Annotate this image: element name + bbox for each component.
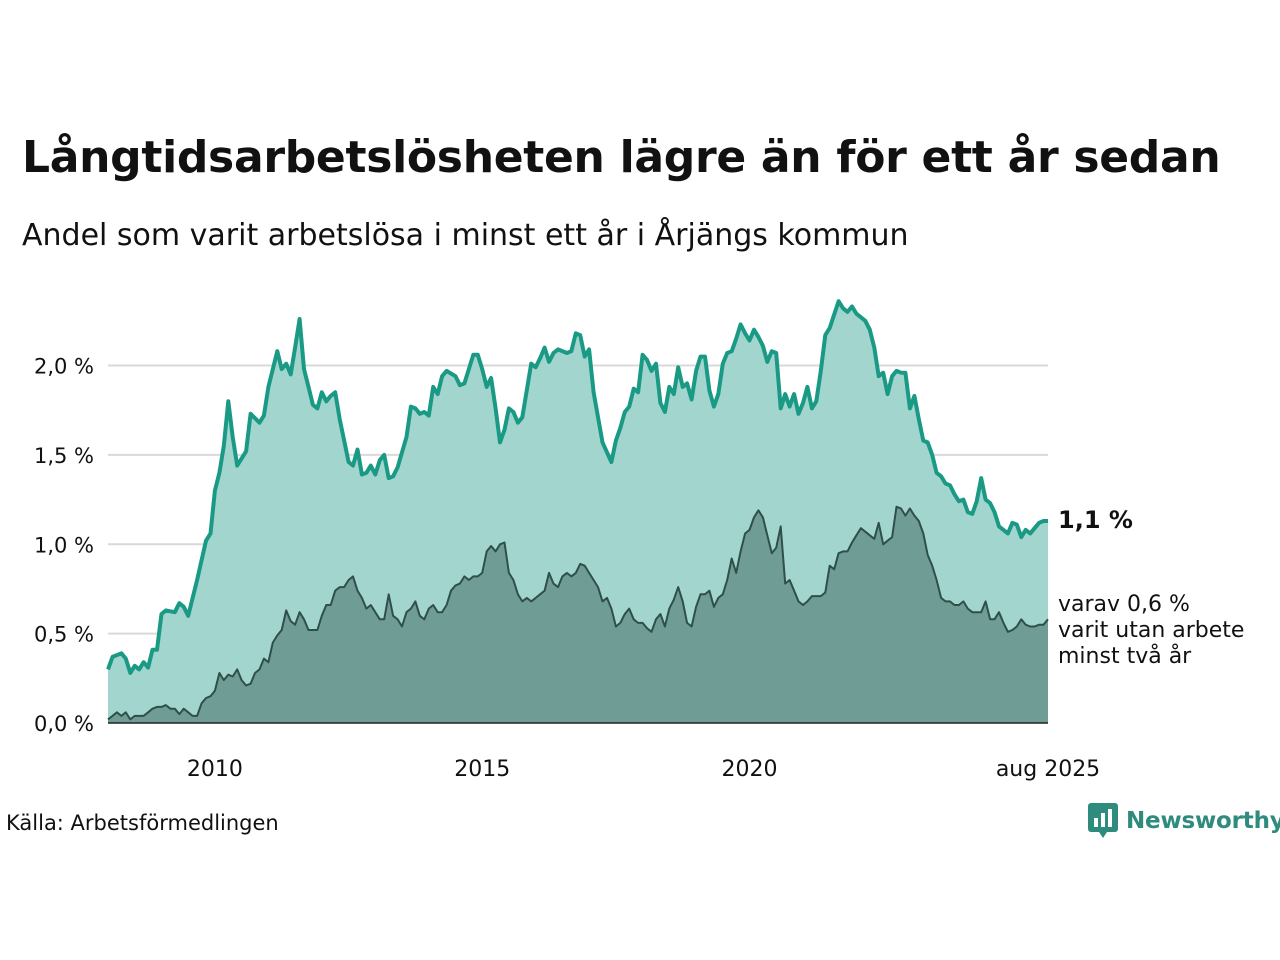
y-tick-label: 2,0 % [34, 355, 94, 379]
y-tick-label: 1,5 % [34, 444, 94, 468]
x-axis-ticks: 2010 2015 2020 aug 2025 [187, 757, 1100, 782]
annotation-sub-line-1: varav 0,6 % [1058, 592, 1190, 617]
x-tick-label: 2010 [187, 757, 243, 782]
line-two-years-unemployed [107, 505, 1049, 721]
y-tick-label: 0,5 % [34, 623, 94, 647]
x-tick-label: aug 2025 [996, 757, 1100, 782]
source-text: Källa: Arbetsförmedlingen [6, 811, 279, 835]
line-long-term-unemployed [106, 299, 1048, 675]
chart-subtitle: Andel som varit arbetslösa i minst ett å… [22, 218, 909, 253]
annotation-sub-line-2: varit utan arbete [1058, 618, 1244, 643]
y-tick-label: 1,0 % [34, 533, 94, 557]
newsworthy-logo-icon [1088, 803, 1118, 838]
annotation-main-value: 1,1 % [1058, 506, 1133, 534]
chart-title: Långtidsarbetslösheten lägre än för ett … [22, 132, 1221, 183]
newsworthy-logo-text: Newsworthy [1126, 808, 1280, 834]
x-tick-label: 2020 [722, 757, 778, 782]
newsworthy-logo: Newsworthy [1088, 803, 1280, 839]
y-axis-ticks: 0,0 % 0,5 % 1,0 % 1,5 % 2,0 % [34, 355, 94, 737]
y-tick-label: 0,0 % [34, 712, 94, 736]
annotation-sub-line-3: minst två år [1058, 643, 1192, 669]
x-tick-label: 2015 [454, 757, 510, 782]
area-two-years-unemployed [108, 506, 1048, 723]
